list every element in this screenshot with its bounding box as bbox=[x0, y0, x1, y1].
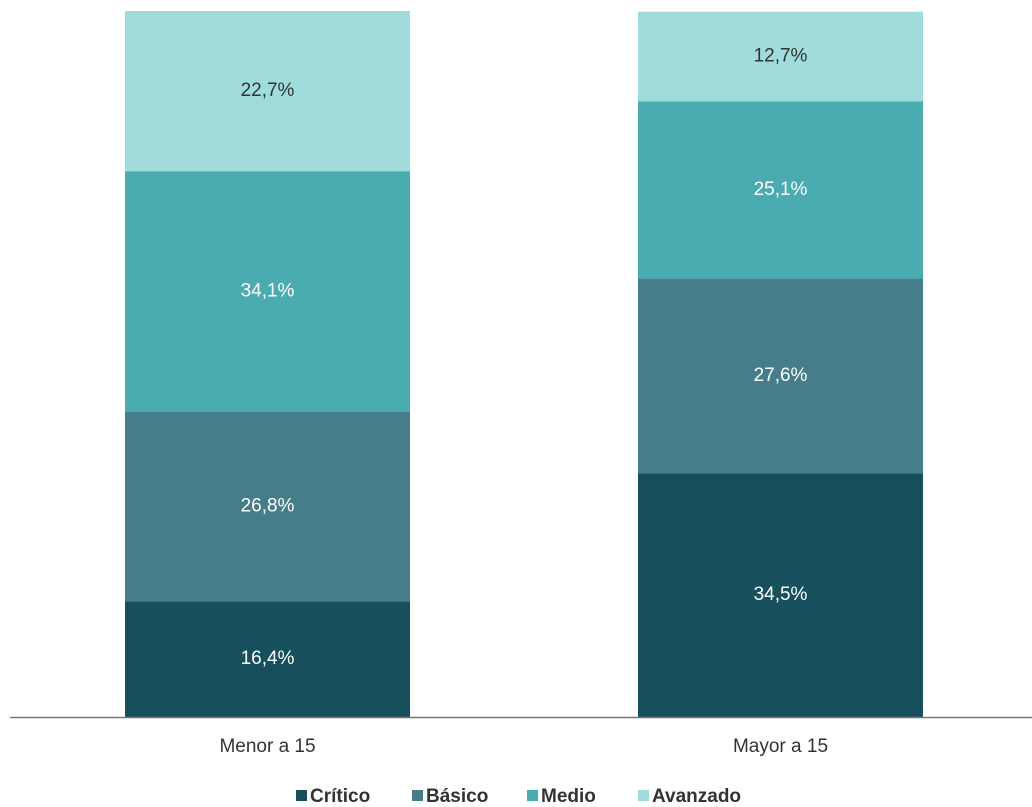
legend-swatch bbox=[412, 790, 423, 801]
data-label: 25,1% bbox=[754, 179, 808, 200]
legend-swatch bbox=[296, 790, 307, 801]
bar-segment bbox=[125, 412, 410, 602]
bar-segment bbox=[125, 601, 410, 717]
data-label: 34,5% bbox=[754, 584, 808, 605]
bar-segment bbox=[125, 11, 410, 172]
x-tick-label: Mayor a 15 bbox=[733, 736, 828, 757]
data-label: 26,8% bbox=[241, 496, 295, 517]
legend-label: Avanzado bbox=[652, 786, 741, 807]
bar-segment bbox=[638, 101, 923, 279]
data-label: 12,7% bbox=[754, 46, 808, 67]
data-label: 22,7% bbox=[241, 80, 295, 101]
data-label: 34,1% bbox=[241, 281, 295, 302]
data-label: 16,4% bbox=[241, 648, 295, 669]
x-tick-label: Menor a 15 bbox=[219, 736, 315, 757]
legend-label: Crítico bbox=[310, 786, 370, 807]
legend-label: Medio bbox=[541, 786, 596, 807]
legend-swatch bbox=[638, 790, 649, 801]
data-label: 27,6% bbox=[754, 365, 808, 386]
bar-segment bbox=[638, 473, 923, 717]
legend-label: Básico bbox=[426, 786, 488, 807]
bar-segment bbox=[125, 171, 410, 413]
bar-segment bbox=[638, 278, 923, 474]
legend-swatch bbox=[527, 790, 538, 801]
bar-segment bbox=[638, 11, 923, 102]
